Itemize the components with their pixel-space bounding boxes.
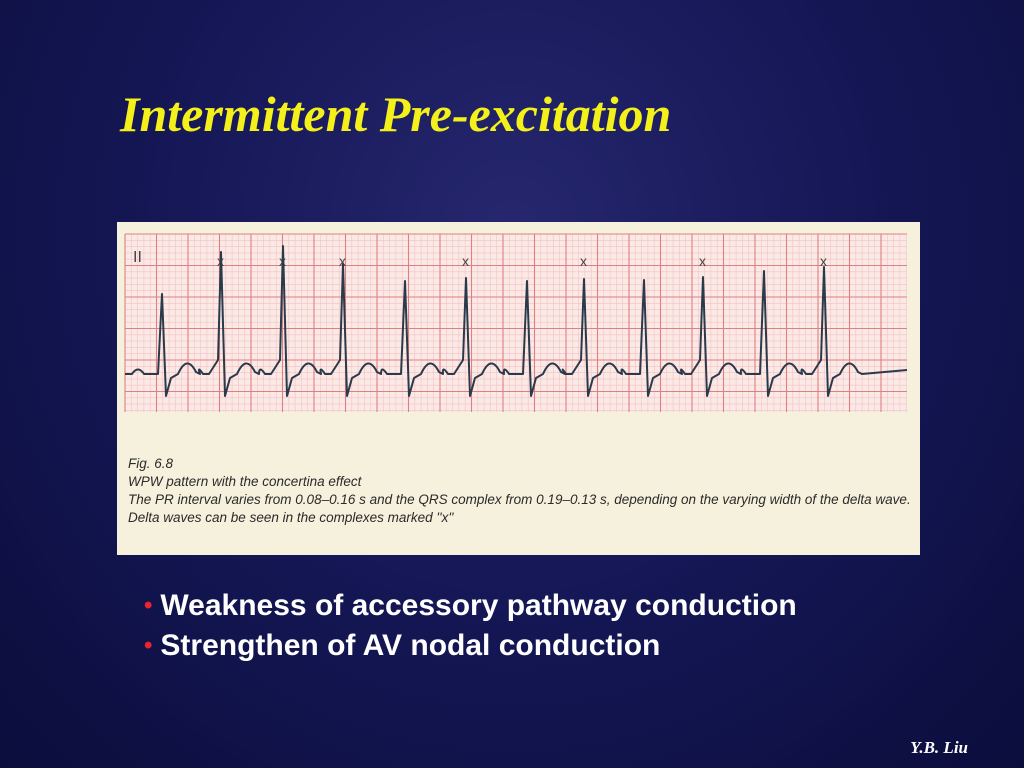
delta-marker: x: [699, 253, 706, 269]
delta-marker: x: [820, 253, 827, 269]
caption-line: Fig. 6.8: [128, 456, 174, 471]
bullet-text: Weakness of accessory pathway conduction: [160, 589, 797, 622]
delta-marker: x: [339, 253, 346, 269]
bullet-list: • Weakness of accessory pathway conductio…: [144, 586, 797, 666]
delta-marker: x: [580, 253, 587, 269]
bullet-dot-icon: •: [144, 592, 153, 619]
ecg-trace: [125, 245, 908, 397]
ecg-lead-label: II: [133, 249, 142, 266]
bullet-dot-icon: •: [144, 632, 153, 659]
figure-caption: Fig. 6.8 WPW pattern with the concertina…: [128, 455, 911, 527]
caption-line: Delta waves can be seen in the complexes…: [128, 510, 454, 525]
bullet-item: • Strengthen of AV nodal conduction: [144, 626, 797, 666]
author-credit: Y.B. Liu: [910, 738, 968, 757]
caption-line: The PR interval varies from 0.08–0.16 s …: [128, 492, 911, 507]
delta-marker: x: [462, 253, 469, 269]
slide-title: Intermittent Pre-excitation: [120, 86, 672, 142]
bullet-text: Strengthen of AV nodal conduction: [160, 629, 661, 662]
caption-line: WPW pattern with the concertina effect: [128, 474, 362, 489]
bullet-item: • Weakness of accessory pathway conductio…: [144, 586, 797, 626]
